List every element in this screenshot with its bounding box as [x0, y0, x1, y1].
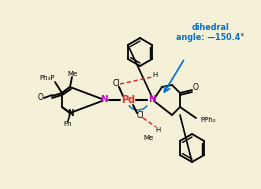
- Text: angle: —150.4°: angle: —150.4°: [176, 33, 244, 43]
- Text: Cl: Cl: [136, 112, 144, 121]
- Text: Me: Me: [143, 135, 153, 141]
- Text: N: N: [148, 95, 156, 105]
- Text: Cl: Cl: [112, 80, 120, 88]
- Text: H: H: [155, 127, 161, 133]
- Text: O: O: [38, 94, 44, 102]
- Text: Me: Me: [67, 71, 77, 77]
- Text: N: N: [67, 109, 73, 119]
- Text: O: O: [193, 84, 199, 92]
- Text: N: N: [100, 95, 108, 105]
- Text: Ph₃P: Ph₃P: [39, 75, 55, 81]
- Text: Pd: Pd: [121, 95, 135, 105]
- Text: Ph: Ph: [64, 121, 72, 127]
- Text: dihedral: dihedral: [191, 23, 229, 33]
- Text: PPh₂: PPh₂: [200, 117, 216, 123]
- Text: H: H: [152, 72, 158, 78]
